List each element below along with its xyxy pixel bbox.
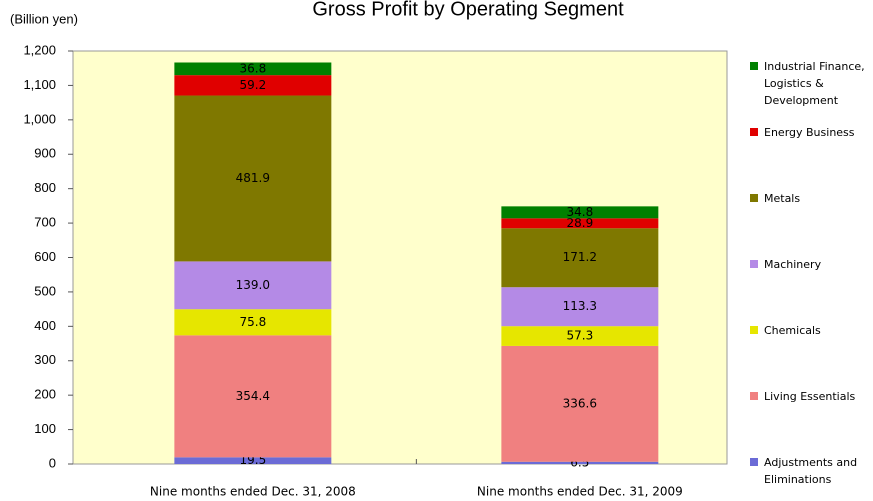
x-tick-label: Nine months ended Dec. 31, 2008 — [150, 485, 356, 499]
legend-item: Industrial Finance, Logistics & Developm… — [750, 58, 872, 109]
bar-segment — [174, 62, 332, 76]
legend-label: Industrial Finance, Logistics & Developm… — [764, 60, 865, 107]
value-label: 59.2 — [239, 78, 266, 92]
legend-item: Metals — [750, 190, 872, 207]
y-tick-label: 800 — [34, 180, 56, 195]
y-tick-label: 300 — [34, 352, 56, 367]
y-tick-label: 0 — [49, 455, 56, 470]
bar-segment — [501, 326, 659, 346]
y-tick-label: 500 — [34, 283, 56, 298]
legend-label: Adjustments and Eliminations — [764, 456, 858, 486]
y-tick-label: 1,200 — [23, 42, 56, 57]
value-label: 354.4 — [236, 389, 270, 403]
bar-segment — [174, 261, 332, 310]
y-tick-label: 200 — [34, 387, 56, 402]
x-tick-label: Nine months ended Dec. 31, 2009 — [477, 485, 683, 499]
value-label: 57.3 — [566, 329, 593, 343]
bar-segment — [501, 287, 659, 327]
bar-segment — [501, 206, 659, 219]
bar-segment — [174, 335, 332, 458]
legend-item: Adjustments and Eliminations — [750, 454, 872, 488]
y-tick-label: 1,100 — [23, 77, 56, 92]
legend-item: Energy Business — [750, 124, 872, 141]
y-tick-label: 600 — [34, 249, 56, 264]
legend-label: Metals — [764, 192, 801, 205]
legend-swatch — [750, 392, 758, 400]
legend-swatch — [750, 326, 758, 334]
value-label: 113.3 — [563, 299, 597, 313]
legend-label: Chemicals — [764, 324, 821, 337]
bar-segment — [174, 75, 332, 96]
legend-label: Living Essentials — [764, 390, 856, 403]
value-label: 34.8 — [566, 205, 593, 219]
bar-segment — [174, 309, 332, 336]
y-tick-label: 400 — [34, 318, 56, 333]
legend-swatch — [750, 194, 758, 202]
legend-swatch — [750, 128, 758, 136]
chart-title: Gross Profit by Operating Segment — [312, 0, 624, 20]
value-label: 28.9 — [566, 216, 593, 230]
legend-swatch — [750, 260, 758, 268]
value-label: 481.9 — [236, 171, 270, 185]
bar-segment — [501, 345, 659, 462]
y-tick-label: 900 — [34, 146, 56, 161]
bar-segment — [501, 228, 659, 288]
y-tick-label: 1,000 — [23, 111, 56, 126]
y-tick-label: 100 — [34, 421, 56, 436]
legend-item: Machinery — [750, 256, 872, 273]
bar-segment — [174, 457, 332, 464]
legend-swatch — [750, 62, 758, 70]
y-axis-label: (Billion yen) — [10, 11, 78, 26]
legend-label: Energy Business — [764, 126, 855, 139]
value-label: 336.6 — [563, 396, 597, 410]
value-label: 75.8 — [239, 315, 266, 329]
bar-segment — [174, 95, 332, 262]
value-label: 171.2 — [563, 250, 597, 264]
legend-item: Living Essentials — [750, 388, 872, 405]
value-label: 36.8 — [239, 61, 266, 75]
legend-item: Chemicals — [750, 322, 872, 339]
legend-label: Machinery — [764, 258, 822, 271]
y-tick-label: 700 — [34, 215, 56, 230]
legend-swatch — [750, 458, 758, 466]
bar-segment — [501, 218, 659, 229]
value-label: 139.0 — [236, 278, 270, 292]
bar-segment — [501, 461, 659, 464]
